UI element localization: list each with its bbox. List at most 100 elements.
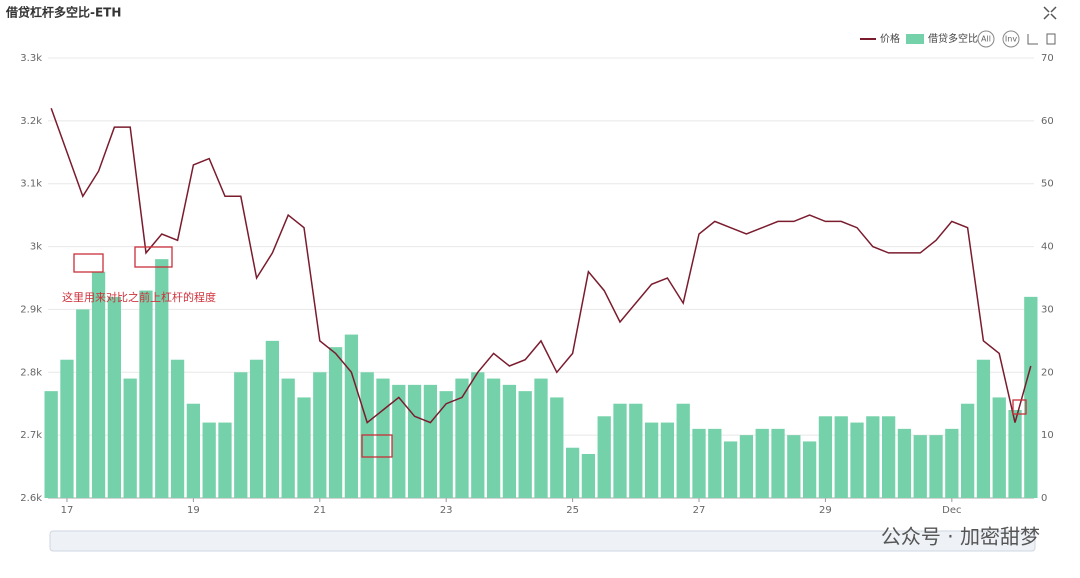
bar bbox=[234, 372, 248, 498]
bar bbox=[802, 441, 817, 498]
bar bbox=[834, 416, 848, 498]
bar bbox=[155, 259, 169, 498]
y2-tick-label: 40 bbox=[1041, 242, 1054, 253]
bar bbox=[1024, 296, 1038, 498]
bar bbox=[313, 372, 327, 498]
x-tick-label: 19 bbox=[187, 505, 200, 516]
bar bbox=[771, 428, 785, 498]
button[interactable] bbox=[1002, 30, 1020, 48]
bar bbox=[550, 397, 564, 498]
tool-icons[interactable] bbox=[1027, 33, 1056, 45]
y-tick-label: 2.9k bbox=[20, 304, 42, 315]
bar bbox=[44, 391, 58, 498]
bar bbox=[660, 422, 675, 498]
bar bbox=[613, 403, 627, 498]
y-tick-label: 3.1k bbox=[20, 179, 42, 190]
bar bbox=[407, 384, 422, 498]
legend-label[interactable]: 借贷多空比 bbox=[928, 32, 978, 45]
bar bbox=[170, 359, 185, 498]
y2-tick-label: 60 bbox=[1041, 116, 1054, 127]
y-tick-label: 3.2k bbox=[20, 116, 42, 127]
x-tick-label: 21 bbox=[313, 505, 326, 516]
highlight-box bbox=[1012, 399, 1027, 415]
bar bbox=[866, 416, 880, 498]
bar bbox=[297, 397, 311, 498]
bar bbox=[265, 340, 280, 498]
x-tick-label: Dec bbox=[942, 505, 961, 516]
bar bbox=[644, 422, 659, 498]
bar bbox=[502, 384, 517, 498]
fullscreen-icon[interactable] bbox=[1043, 6, 1057, 20]
bar bbox=[581, 454, 596, 498]
y2-tick-label: 70 bbox=[1041, 53, 1054, 64]
bar bbox=[787, 435, 801, 498]
bar bbox=[107, 296, 122, 498]
bar bbox=[723, 441, 738, 498]
window-icons bbox=[1043, 6, 1057, 20]
bar bbox=[60, 359, 74, 498]
y-tick-label: 2.8k bbox=[20, 367, 42, 378]
bar bbox=[471, 372, 485, 498]
y2-tick-label: 0 bbox=[1041, 493, 1047, 504]
bar bbox=[439, 391, 453, 498]
bar bbox=[629, 403, 643, 498]
annotation-boxes bbox=[73, 246, 1027, 458]
price-line bbox=[50, 108, 1032, 424]
bar bbox=[76, 309, 90, 498]
bar bbox=[186, 403, 201, 498]
bar bbox=[249, 359, 264, 498]
y2-tick-label: 50 bbox=[1041, 179, 1054, 190]
bar bbox=[818, 416, 833, 498]
bar bbox=[1008, 410, 1022, 498]
bar bbox=[376, 378, 390, 498]
legend-swatch bbox=[906, 34, 924, 44]
bar bbox=[392, 384, 406, 498]
x-tick-label: 25 bbox=[566, 505, 579, 516]
bar bbox=[976, 359, 991, 498]
bar bbox=[534, 378, 548, 498]
bar bbox=[123, 378, 137, 498]
bar bbox=[202, 422, 216, 498]
bar bbox=[992, 397, 1006, 498]
bar bbox=[518, 391, 532, 498]
navigator[interactable] bbox=[49, 530, 1036, 552]
bar bbox=[344, 334, 359, 498]
bar bbox=[676, 403, 690, 498]
bar bbox=[929, 435, 943, 498]
bar bbox=[850, 422, 864, 498]
bar bbox=[328, 347, 343, 498]
bar bbox=[897, 428, 912, 498]
bar bbox=[881, 416, 896, 498]
bar bbox=[755, 428, 769, 498]
watermark: 公众号 · 加密甜梦 bbox=[881, 525, 1040, 549]
highlight-box bbox=[134, 246, 173, 268]
bar bbox=[423, 384, 438, 498]
button-label[interactable]: All bbox=[981, 35, 991, 44]
y-tick-label: 2.7k bbox=[20, 430, 42, 441]
chart-title: 借贷杠杆多空比-ETH bbox=[5, 5, 121, 20]
y-tick-label: 3k bbox=[30, 242, 42, 253]
bar bbox=[565, 447, 580, 498]
bar bbox=[91, 271, 106, 498]
bar bbox=[913, 435, 927, 498]
bar bbox=[139, 290, 153, 498]
button[interactable] bbox=[977, 30, 995, 48]
bar bbox=[486, 378, 501, 498]
x-tick-label: 17 bbox=[61, 505, 74, 516]
bar bbox=[281, 378, 295, 498]
y2-tick-label: 10 bbox=[1041, 430, 1054, 441]
x-tick-label: 29 bbox=[819, 505, 832, 516]
y-tick-label: 2.6k bbox=[20, 493, 42, 504]
bar bbox=[692, 428, 706, 498]
bar bbox=[945, 428, 959, 498]
bar bbox=[708, 428, 722, 498]
y2-tick-label: 30 bbox=[1041, 304, 1054, 315]
annotation: 这里用来对比之前上杠杆的程度 bbox=[62, 290, 216, 304]
button-label[interactable]: Inv bbox=[1005, 35, 1017, 44]
y-tick-label: 3.3k bbox=[20, 53, 42, 64]
x-tick-label: 23 bbox=[440, 505, 453, 516]
highlight-box bbox=[361, 434, 393, 458]
legend-label[interactable]: 价格 bbox=[880, 32, 900, 45]
bar bbox=[455, 378, 469, 498]
